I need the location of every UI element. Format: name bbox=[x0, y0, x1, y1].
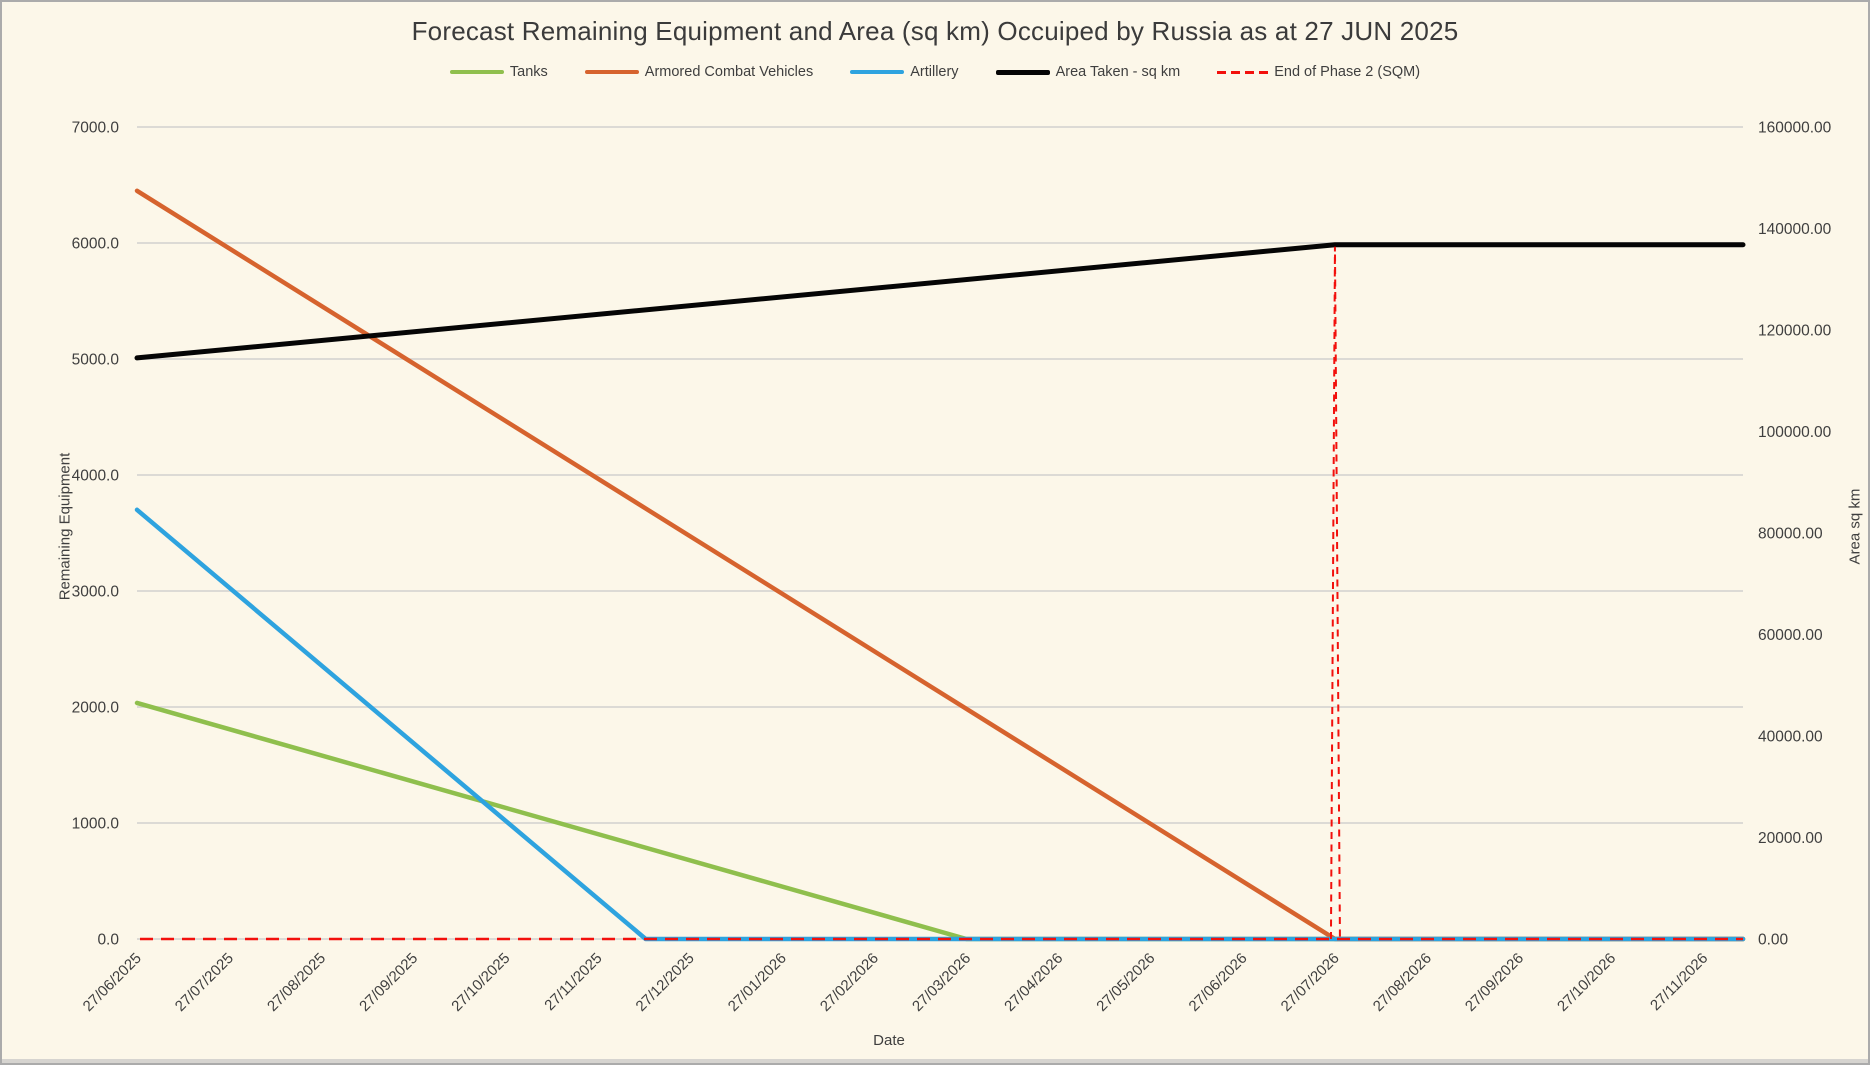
legend-swatch bbox=[584, 69, 639, 75]
x-axis-tick-label: 27/07/2026 bbox=[1278, 950, 1343, 1015]
x-axis-tick-label: 27/02/2026 bbox=[817, 950, 882, 1015]
x-axis-tick-label: 27/10/2025 bbox=[448, 950, 513, 1015]
right-axis-tick-label: 160000.00 bbox=[1758, 120, 1832, 137]
series-line-tanks[interactable] bbox=[134, 700, 1746, 942]
legend-dash bbox=[1259, 70, 1269, 74]
left-axis-tick-label: 3000.0 bbox=[72, 584, 120, 601]
legend-dash bbox=[1231, 70, 1241, 74]
legend-label: Artillery bbox=[910, 64, 959, 80]
x-axis-tick-label: 27/07/2025 bbox=[172, 950, 237, 1015]
right-axis-tick-label: 120000.00 bbox=[1758, 323, 1832, 340]
window-bottom-edge bbox=[2, 1059, 1868, 1063]
legend-item-area-taken-sq-km[interactable]: Area Taken - sq km bbox=[995, 64, 1181, 80]
x-axis-tick-label: 27/06/2026 bbox=[1186, 950, 1251, 1015]
x-axis-tick-label: 27/11/2025 bbox=[541, 950, 605, 1014]
legend-swatch bbox=[850, 69, 905, 75]
x-axis-tick-label: 27/01/2026 bbox=[725, 950, 790, 1015]
x-axis-tick-label: 27/12/2025 bbox=[633, 950, 698, 1015]
x-axis-title: Date bbox=[873, 1032, 905, 1049]
legend-swatch bbox=[995, 69, 1050, 75]
legend-dash bbox=[1245, 70, 1255, 74]
series-line-end-of-phase-2-sqm-spike[interactable] bbox=[1329, 246, 1341, 940]
legend-label: Tanks bbox=[509, 64, 548, 80]
right-axis-tick-label: 100000.00 bbox=[1758, 424, 1832, 441]
legend-label: Area Taken - sq km bbox=[1055, 64, 1181, 80]
left-axis-tick-label: 7000.0 bbox=[72, 120, 120, 137]
x-axis-tick-label: 27/10/2026 bbox=[1554, 950, 1619, 1015]
legend-item-end-of-phase-2-sqm[interactable]: End of Phase 2 (SQM) bbox=[1217, 64, 1420, 80]
legend-item-armored-combat-vehicles[interactable]: Armored Combat Vehicles bbox=[584, 64, 814, 80]
right-axis-tick-label: 40000.00 bbox=[1758, 729, 1823, 746]
series-line-area-taken-sq-km[interactable] bbox=[134, 242, 1746, 361]
x-axis-tick-label: 27/08/2026 bbox=[1370, 950, 1435, 1015]
legend-label: End of Phase 2 (SQM) bbox=[1274, 64, 1421, 80]
legend-label: Armored Combat Vehicles bbox=[644, 64, 814, 80]
legend-item-tanks[interactable]: Tanks bbox=[449, 64, 548, 80]
x-axis-tick-label: 27/05/2026 bbox=[1093, 950, 1158, 1015]
x-axis-tick-label: 27/09/2025 bbox=[356, 950, 421, 1015]
x-axis-tick-label: 27/06/2025 bbox=[80, 950, 145, 1015]
left-axis-tick-label: 5000.0 bbox=[72, 352, 120, 369]
left-axis-tick-label: 6000.0 bbox=[72, 236, 120, 253]
legend-dash bbox=[1217, 70, 1227, 74]
legend-item-artillery[interactable]: Artillery bbox=[850, 64, 959, 80]
chart-title: Forecast Remaining Equipment and Area (s… bbox=[411, 16, 1459, 46]
right-axis-tick-label: 20000.00 bbox=[1758, 830, 1823, 847]
x-axis-tick-label: 27/03/2026 bbox=[909, 950, 974, 1015]
x-axis-tick-label: 27/08/2025 bbox=[264, 950, 329, 1015]
right-axis-title: Area sq km bbox=[1846, 488, 1864, 565]
x-axis-tick-label: 27/11/2026 bbox=[1647, 950, 1711, 1014]
left-axis-tick-label: 4000.0 bbox=[72, 468, 120, 485]
x-axis-tick-label: 27/09/2026 bbox=[1462, 950, 1527, 1015]
series-line-armored-combat-vehicles[interactable] bbox=[134, 188, 1746, 942]
right-axis-tick-label: 0.00 bbox=[1758, 932, 1789, 949]
x-axis-tick-label: 27/04/2026 bbox=[1001, 950, 1066, 1015]
chart-legend: Tanks Armored Combat Vehicles Artillery Are… bbox=[2, 64, 1868, 80]
right-axis-tick-label: 80000.00 bbox=[1758, 526, 1823, 543]
legend-swatch-dashed bbox=[1217, 70, 1269, 74]
left-axis-tick-label: 0.0 bbox=[97, 932, 119, 949]
left-axis-title: Remaining Equipment bbox=[56, 452, 74, 601]
left-axis-tick-label: 1000.0 bbox=[72, 816, 120, 833]
series-line-artillery[interactable] bbox=[134, 507, 1746, 942]
right-axis-tick-label: 140000.00 bbox=[1758, 221, 1832, 238]
right-axis-tick-label: 60000.00 bbox=[1758, 627, 1823, 644]
left-axis-tick-label: 2000.0 bbox=[72, 700, 120, 717]
legend-swatch bbox=[449, 69, 504, 75]
